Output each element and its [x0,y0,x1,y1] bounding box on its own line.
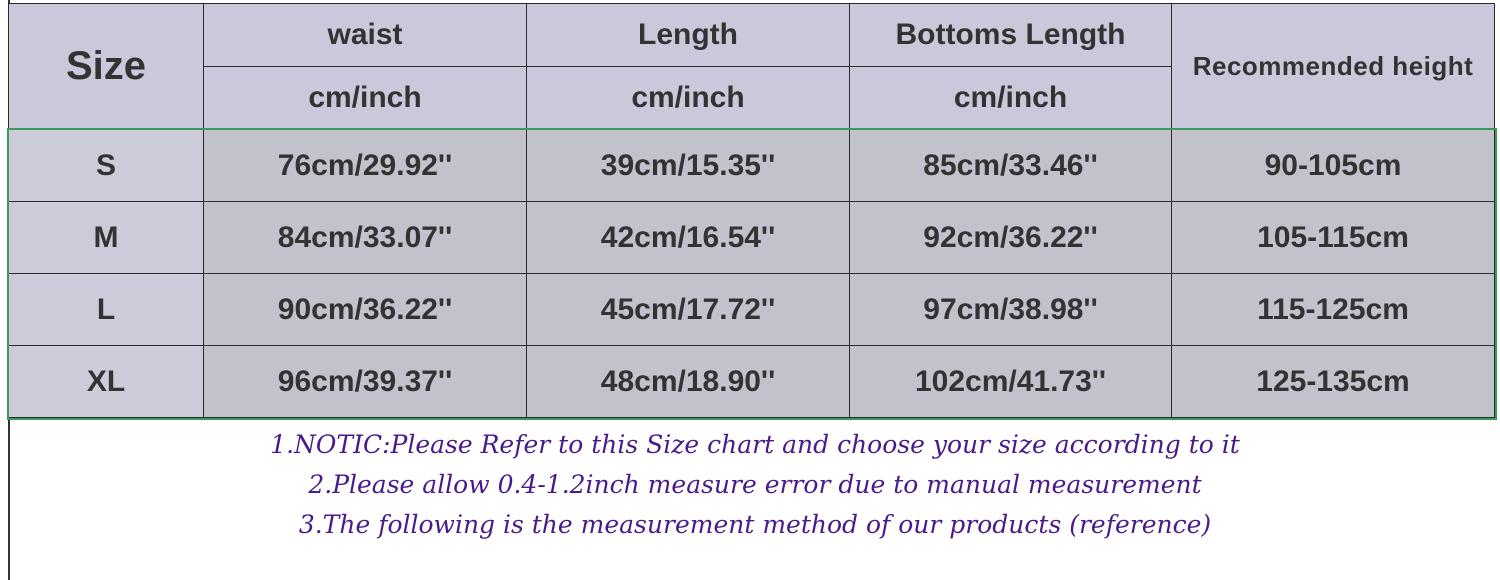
table-row: S 76cm/29.92'' 39cm/15.35'' 85cm/33.46''… [8,129,1495,202]
cell-bottoms-length: 102cm/41.73'' [849,345,1172,418]
table-row: L 90cm/36.22'' 45cm/17.72'' 97cm/38.98''… [8,273,1495,346]
cell-size: L [8,273,204,346]
cell-length: 45cm/17.72'' [526,273,850,346]
cell-waist: 96cm/39.37'' [203,345,527,418]
table-row: XL 96cm/39.37'' 48cm/18.90'' 102cm/41.73… [8,345,1495,418]
header-recommended-height: Recommended height [1171,3,1495,130]
note-1: 1.NOTIC:Please Refer to this Size chart … [270,430,1240,459]
cell-height: 105-115cm [1171,201,1495,274]
note-3: 3.The following is the measurement metho… [298,510,1212,539]
header-bottoms-length: Bottoms Length [849,3,1172,67]
cell-waist: 84cm/33.07'' [203,201,527,274]
notes: 1.NOTIC:Please Refer to this Size chart … [0,425,1500,545]
cell-size: M [8,201,204,274]
header-length-unit: cm/inch [526,66,850,130]
header-unit-row: cm/inch cm/inch cm/inch [9,66,1495,130]
note-2: 2.Please allow 0.4-1.2inch measure error… [308,470,1202,499]
cell-length: 42cm/16.54'' [526,201,850,274]
cell-bottoms-length: 97cm/38.98'' [849,273,1172,346]
header-waist: waist [203,3,527,67]
cell-length: 39cm/15.35'' [526,129,850,202]
header-waist-unit: cm/inch [203,66,527,130]
cell-bottoms-length: 92cm/36.22'' [849,201,1172,274]
header-bottoms-length-unit: cm/inch [849,66,1172,130]
table-body: S 76cm/29.92'' 39cm/15.35'' 85cm/33.46''… [6,127,1497,420]
cell-height: 90-105cm [1171,129,1495,202]
header-length: Length [526,3,850,67]
cell-height: 125-135cm [1171,345,1495,418]
cell-size: S [8,129,204,202]
size-chart-table: Size waist Length Bottoms Length Recomme… [6,3,1497,420]
table-row: M 84cm/33.07'' 42cm/16.54'' 92cm/36.22''… [8,201,1495,274]
header-row: Size waist Length Bottoms Length Recomme… [8,3,1495,130]
cell-height: 115-125cm [1171,273,1495,346]
cell-size: XL [8,345,204,418]
cell-waist: 76cm/29.92'' [203,129,527,202]
cell-bottoms-length: 85cm/33.46'' [849,129,1172,202]
cell-waist: 90cm/36.22'' [203,273,527,346]
header-size: Size [8,3,204,130]
cell-length: 48cm/18.90'' [526,345,850,418]
